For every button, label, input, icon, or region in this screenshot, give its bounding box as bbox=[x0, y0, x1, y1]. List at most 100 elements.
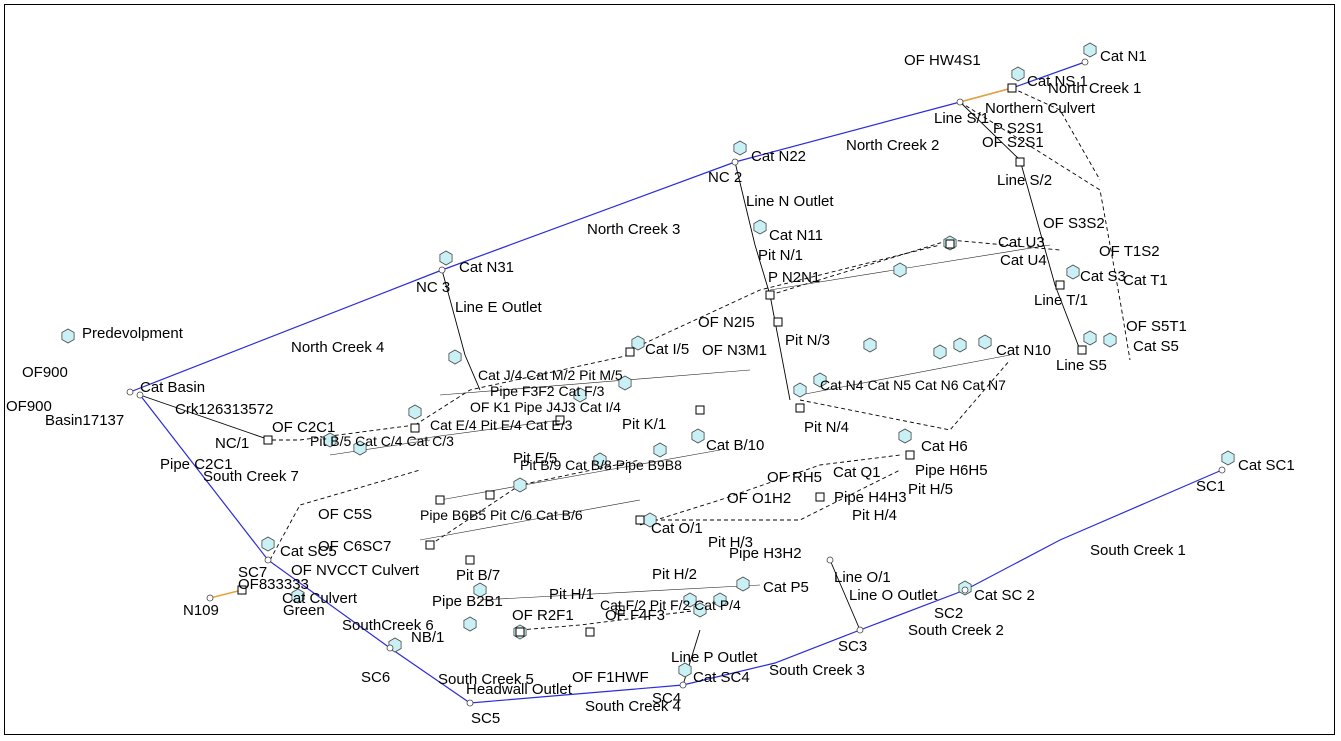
node-circle-icon[interactable] bbox=[438, 266, 446, 274]
pit-square-icon[interactable] bbox=[765, 290, 775, 300]
catchment-hexagon-icon[interactable] bbox=[978, 334, 992, 350]
label-pipe-h3h2: Pipe H3H2 bbox=[729, 545, 802, 562]
label-cat-n10: Cat N10 bbox=[996, 342, 1051, 359]
pit-square-icon[interactable] bbox=[555, 415, 565, 425]
catchment-hexagon-icon[interactable] bbox=[631, 335, 645, 351]
catchment-hexagon-icon[interactable] bbox=[408, 404, 422, 420]
catchment-hexagon-icon[interactable] bbox=[618, 375, 632, 391]
node-circle-icon[interactable] bbox=[961, 586, 969, 594]
catchment-hexagon-icon[interactable] bbox=[1103, 332, 1117, 348]
south-creek-line[interactable] bbox=[139, 394, 1223, 704]
node-circle-icon[interactable] bbox=[466, 699, 474, 707]
catchment-hexagon-icon[interactable] bbox=[713, 592, 727, 608]
catchment-hexagon-icon[interactable] bbox=[691, 428, 705, 444]
north-creek-line[interactable] bbox=[129, 61, 1086, 393]
catchment-hexagon-icon[interactable] bbox=[353, 440, 367, 456]
catchment-hexagon-icon[interactable] bbox=[653, 442, 667, 458]
node-circle-icon[interactable] bbox=[206, 594, 214, 602]
node-circle-icon[interactable] bbox=[1218, 466, 1226, 474]
node-circle-icon[interactable] bbox=[956, 98, 964, 106]
node-circle-icon[interactable] bbox=[136, 391, 144, 399]
label-pit-n4: Pit N/4 bbox=[804, 419, 849, 436]
node-circle-icon[interactable] bbox=[731, 158, 739, 166]
label-cat-o1: Cat O/1 bbox=[651, 520, 703, 537]
catchment-hexagon-icon[interactable] bbox=[473, 582, 487, 598]
map-canvas-frame bbox=[4, 4, 1335, 735]
catchment-hexagon-icon[interactable] bbox=[933, 344, 947, 360]
label-cat-p5: Cat P5 bbox=[763, 579, 809, 596]
node-icons[interactable] bbox=[126, 58, 1226, 707]
catchment-hexagon-icon[interactable] bbox=[863, 337, 877, 353]
label-line-s1: Line S/1 bbox=[934, 110, 989, 127]
label-pipe-b2b1: Pipe B2B1 bbox=[432, 593, 503, 610]
pit-square-icon[interactable] bbox=[515, 627, 525, 637]
catchment-hexagon-icon[interactable] bbox=[733, 140, 747, 156]
catchment-hexagon-icon[interactable] bbox=[953, 337, 967, 353]
catchment-hexagon-icon[interactable] bbox=[291, 588, 305, 604]
catchment-hexagon-icon[interactable] bbox=[1066, 264, 1080, 280]
catchment-hexagon-icon[interactable] bbox=[693, 602, 707, 618]
southern-culvert-line[interactable] bbox=[209, 589, 243, 599]
catchment-hexagon-icon[interactable] bbox=[513, 477, 527, 493]
label-line-s5: Line S5 bbox=[1056, 357, 1107, 374]
pit-square-icon[interactable] bbox=[237, 585, 247, 595]
pit-square-icon[interactable] bbox=[465, 555, 475, 565]
label-north-creek-1: North Creek 1 bbox=[1048, 80, 1141, 97]
node-circle-icon[interactable] bbox=[386, 644, 394, 652]
label-south-creek-2: South Creek 2 bbox=[908, 622, 1004, 639]
catchment-hexagon-icon[interactable] bbox=[813, 372, 827, 388]
pit-square-icon[interactable] bbox=[410, 423, 420, 433]
pit-square-icon[interactable] bbox=[795, 403, 805, 413]
catchment-hexagon-icon[interactable] bbox=[898, 428, 912, 444]
label-south-creek-6: SouthCreek 6 bbox=[342, 617, 434, 634]
pit-square-icon[interactable] bbox=[1055, 280, 1065, 290]
node-circle-icon[interactable] bbox=[679, 681, 687, 689]
catchment-hexagon-icon[interactable] bbox=[683, 592, 697, 608]
pit-square-icon[interactable] bbox=[1077, 345, 1087, 355]
pit-square-icon[interactable] bbox=[425, 540, 435, 550]
pit-square-icon[interactable] bbox=[905, 450, 915, 460]
pit-square-icon[interactable] bbox=[773, 317, 783, 327]
pit-square-icon[interactable] bbox=[485, 490, 495, 500]
catchment-hexagon-icon[interactable] bbox=[1083, 330, 1097, 346]
node-circle-icon[interactable] bbox=[264, 556, 272, 564]
catchment-hexagon-icon[interactable] bbox=[61, 328, 75, 344]
pit-square-icon[interactable] bbox=[695, 405, 705, 415]
node-circle-icon[interactable] bbox=[126, 388, 134, 396]
pit-square-icon[interactable] bbox=[945, 239, 955, 249]
northern-culvert-line[interactable] bbox=[959, 87, 1013, 103]
catchment-hexagon-icon[interactable] bbox=[593, 452, 607, 468]
catchment-hexagon-icon[interactable] bbox=[448, 349, 462, 365]
catchment-hexagon-icon[interactable] bbox=[678, 662, 692, 678]
node-circle-icon[interactable] bbox=[1081, 58, 1089, 66]
catchment-hexagon-icon[interactable] bbox=[893, 262, 907, 278]
pit-square-icon[interactable] bbox=[625, 347, 635, 357]
map-labels[interactable]: Cat N1 Cat NS 1 OF HW4S1 North Creek 1 N… bbox=[6, 48, 1295, 727]
pit-icons[interactable] bbox=[237, 83, 1087, 637]
pit-square-icon[interactable] bbox=[263, 435, 273, 445]
catchment-hexagon-icon[interactable] bbox=[1221, 450, 1235, 466]
catchment-hexagon-icon[interactable] bbox=[793, 382, 807, 398]
pit-square-icon[interactable] bbox=[435, 495, 445, 505]
pit-square-icon[interactable] bbox=[585, 627, 595, 637]
pit-square-icon[interactable] bbox=[1007, 83, 1017, 93]
catchment-hexagon-icon[interactable] bbox=[1083, 42, 1097, 58]
catchment-hexagon-icon[interactable] bbox=[439, 250, 453, 266]
pit-square-icon[interactable] bbox=[615, 605, 625, 615]
catchment-hexagon-icon[interactable] bbox=[323, 432, 337, 448]
catchment-hexagon-icon[interactable] bbox=[736, 576, 750, 592]
pit-square-icon[interactable] bbox=[1015, 157, 1025, 167]
node-circle-icon[interactable] bbox=[826, 556, 834, 564]
label-pipe-h4h3: Pipe H4H3 bbox=[834, 489, 907, 506]
node-circle-icon[interactable] bbox=[856, 626, 864, 634]
label-line-p-outlet: Line P Outlet bbox=[671, 649, 758, 666]
clutter-label: Cat N4 Cat N5 Cat N6 Cat N7 bbox=[820, 377, 1006, 393]
catchment-hexagon-icon[interactable] bbox=[573, 387, 587, 403]
pit-square-icon[interactable] bbox=[815, 492, 825, 502]
catchment-hexagon-icon[interactable] bbox=[753, 219, 767, 235]
pit-square-icon[interactable] bbox=[635, 515, 645, 525]
catchment-hexagon-icon[interactable] bbox=[463, 616, 477, 632]
catchment-hexagon-icon[interactable] bbox=[261, 536, 275, 552]
catchment-hexagon-icon[interactable] bbox=[1011, 66, 1025, 82]
